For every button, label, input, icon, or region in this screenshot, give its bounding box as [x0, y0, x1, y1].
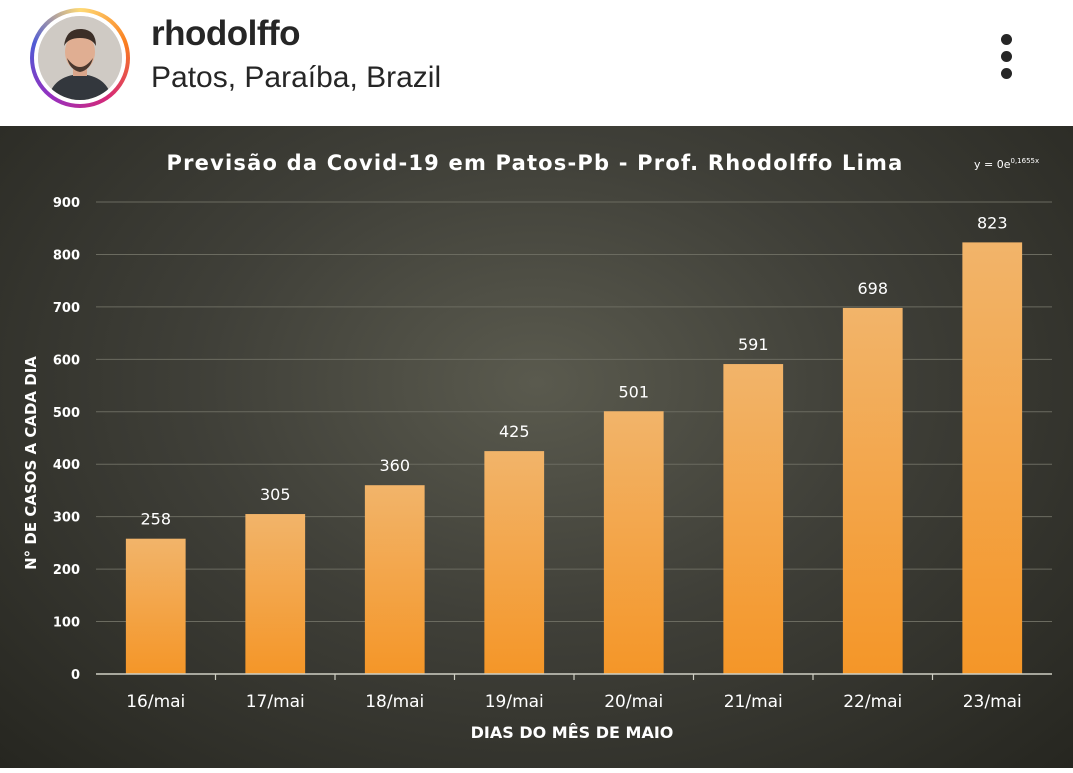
y-tick-label: 0	[71, 668, 80, 683]
x-tick-label: 21/mai	[724, 692, 783, 712]
bar-20-mai	[603, 411, 664, 674]
chart-title: Previsão da Covid-19 em Patos-Pb - Prof.…	[167, 151, 904, 175]
x-tick-label: 22/mai	[843, 692, 902, 712]
covid-forecast-bar-chart: 0 100 200 300 400 500 600 700 800 900 258 305 360 42…	[22, 151, 1052, 742]
divider	[0, 768, 1073, 773]
avatar-story-ring[interactable]	[30, 8, 130, 108]
bar-21-mai	[723, 364, 784, 674]
y-tick-label: 600	[53, 353, 80, 368]
trendline-equation: y = 0e0,1655x	[974, 157, 1039, 171]
data-label: 698	[857, 279, 888, 298]
more-vertical-icon	[1001, 34, 1012, 45]
y-tick-label: 100	[53, 616, 80, 631]
data-label: 823	[977, 213, 1008, 232]
x-tick-label: 19/mai	[485, 692, 544, 712]
y-tick-label: 800	[53, 248, 80, 263]
location[interactable]: Patos, Paraíba, Brazil	[151, 61, 442, 94]
x-tick-label: 23/mai	[963, 692, 1022, 712]
bar-17-mai	[245, 514, 306, 674]
y-tick-label: 900	[53, 196, 80, 211]
x-tick-label: 17/mai	[246, 692, 305, 712]
post-image[interactable]: 0 100 200 300 400 500 600 700 800 900 258 305 360 42…	[0, 126, 1073, 768]
username[interactable]: rhodolffo	[151, 14, 301, 53]
bar-16-mai	[125, 538, 186, 674]
gridlines	[96, 201, 1052, 623]
data-label: 591	[738, 335, 769, 354]
bar-18-mai	[364, 485, 425, 674]
x-tick-label: 18/mai	[365, 692, 424, 712]
data-label: 305	[260, 485, 291, 504]
bars	[125, 242, 1023, 674]
y-tick-label: 400	[53, 458, 80, 473]
data-labels: 258 305 360 425 501 591 698 823	[140, 213, 1007, 528]
y-axis-label: N° DE CASOS A CADA DIA	[22, 356, 40, 570]
more-options-button[interactable]	[986, 28, 1028, 84]
data-label: 425	[499, 422, 530, 441]
bar-19-mai	[484, 451, 545, 674]
data-label: 501	[618, 382, 649, 401]
avatar[interactable]	[38, 16, 122, 100]
data-label: 360	[379, 456, 410, 475]
x-tick-label: 20/mai	[604, 692, 663, 712]
y-axis-ticks: 0 100 200 300 400 500 600 700 800 900	[53, 196, 80, 683]
bar-23-mai	[962, 242, 1023, 674]
y-tick-label: 200	[53, 563, 80, 578]
y-tick-label: 500	[53, 406, 80, 421]
x-axis-ticks: 16/mai 17/mai 18/mai 19/mai 20/mai 21/mai 22/m…	[126, 674, 1022, 712]
bar-22-mai	[842, 307, 903, 674]
y-tick-label: 300	[53, 511, 80, 526]
post-header: rhodolffo Patos, Paraíba, Brazil	[0, 0, 1073, 126]
x-axis-label: DIAS DO MÊS DE MAIO	[471, 723, 674, 742]
x-tick-label: 16/mai	[126, 692, 185, 712]
y-tick-label: 700	[53, 301, 80, 316]
profile-photo	[38, 16, 122, 100]
data-label: 258	[140, 510, 171, 529]
